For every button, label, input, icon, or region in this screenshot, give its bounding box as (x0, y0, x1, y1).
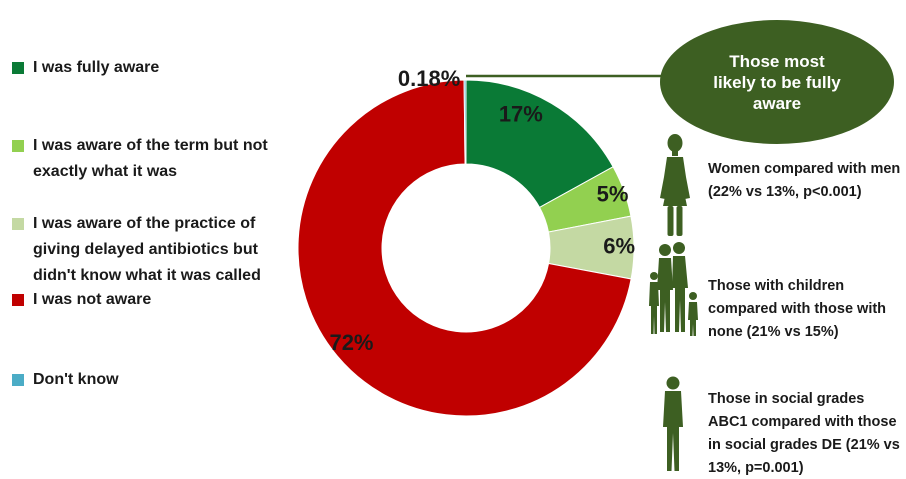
legend-swatch (12, 62, 24, 74)
legend-item-not-aware: I was not aware (12, 287, 151, 313)
legend-label: Don't know (33, 371, 119, 388)
slice-label-fully-aware: 17% (499, 102, 543, 127)
family-silhouette-icon (649, 242, 698, 336)
legend-label: I was not aware (33, 291, 152, 308)
slice-labels: 17% 5% 6% 72% 0.18% (329, 66, 635, 355)
slice-dont-know (463, 79, 467, 165)
callout-oval: Those most likely to be fully aware (660, 20, 894, 144)
legend-label: I was aware of the practice of giving de… (33, 215, 261, 284)
slice-label-aware-of-term: 5% (597, 181, 629, 206)
legend-item-aware-of-practice: I was aware of the practice of giving de… (12, 211, 302, 289)
legend-label: I was aware of the term but not exactly … (33, 137, 268, 180)
woman-silhouette-icon (660, 134, 690, 236)
legend-swatch (12, 294, 24, 306)
fact-social-grades: Those in social grades ABC1 compared wit… (708, 391, 900, 476)
callout-text: Those most likely to be fully aware (713, 51, 841, 113)
slice-fully-aware (465, 79, 614, 209)
legend-swatch (12, 374, 24, 386)
donut-slices (297, 79, 635, 417)
slice-not-aware (297, 79, 632, 417)
legend-item-fully-aware: I was fully aware (12, 55, 159, 81)
legend-swatch (12, 140, 24, 152)
slice-label-not-aware: 72% (329, 330, 373, 355)
legend-item-dont-know: Don't know (12, 367, 119, 393)
slice-label-aware-of-practice: 6% (603, 233, 635, 258)
fact-children: Those with children compared with those … (708, 278, 887, 340)
legend-swatch (12, 218, 24, 230)
fact-women: Women compared with men (22% vs 13%, p<0… (708, 161, 901, 200)
man-silhouette-icon (663, 376, 683, 471)
legend-label: I was fully aware (33, 59, 160, 76)
legend-item-aware-of-term: I was aware of the term but not exactly … (12, 133, 312, 185)
slice-label-dont-know: 0.18% (398, 66, 460, 91)
